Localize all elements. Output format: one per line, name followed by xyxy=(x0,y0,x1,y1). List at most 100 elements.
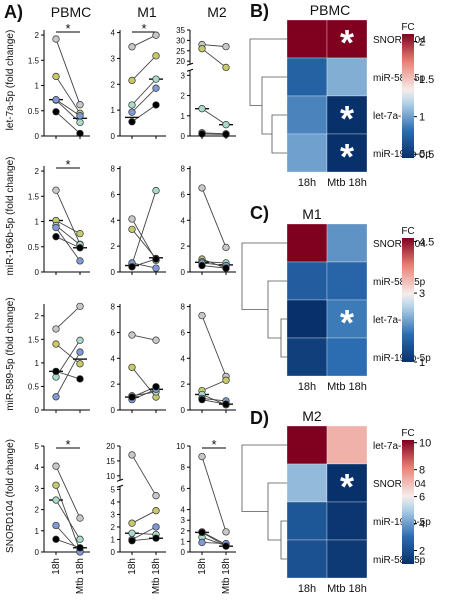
x-tick-label: Mtb 18h xyxy=(221,558,232,594)
dendrogram-branch xyxy=(261,76,287,135)
data-point xyxy=(152,523,160,531)
data-point xyxy=(52,367,60,376)
data-point xyxy=(198,130,206,138)
y-tick-label: 0 xyxy=(181,406,186,415)
heatmap-row-label: miR-589-5p xyxy=(373,555,426,566)
donor-line xyxy=(201,258,227,269)
data-point xyxy=(76,544,84,552)
data-point xyxy=(222,542,230,550)
y-tick-label: 10 xyxy=(176,442,185,451)
data-point xyxy=(198,452,206,461)
data-point xyxy=(222,400,230,408)
donor-line xyxy=(55,306,81,330)
data-point xyxy=(222,42,230,51)
heatmap-cell xyxy=(326,133,368,173)
data-point xyxy=(52,108,60,116)
scatter-panel-r2-c0: 0 0.5 1 1.5 2 xyxy=(28,302,90,415)
dendrogram xyxy=(241,242,287,358)
y-tick-label: 0 xyxy=(111,268,116,277)
heatmap-cell xyxy=(286,19,328,59)
data-point xyxy=(198,261,206,270)
significance-star: * xyxy=(340,302,354,343)
donor-line xyxy=(201,44,227,48)
axis-break-mark xyxy=(116,484,124,488)
y-tick-label: 1 xyxy=(181,537,186,546)
data-point xyxy=(128,43,136,51)
y-tick-label: 0 xyxy=(111,132,116,141)
data-point xyxy=(52,521,60,530)
data-point xyxy=(222,243,230,252)
data-point xyxy=(152,383,160,391)
data-point xyxy=(52,96,60,104)
data-point xyxy=(52,481,60,489)
data-point xyxy=(152,492,160,500)
y-tick-label: 2 xyxy=(111,380,116,389)
significance-star: * xyxy=(65,157,70,172)
y-tick-label: 0 xyxy=(35,268,40,277)
y-tick-label: 0 xyxy=(35,132,40,141)
donor-line xyxy=(131,526,157,540)
colorbar-tick-label: 1 xyxy=(419,112,425,124)
y-tick-label: 8 xyxy=(181,463,186,472)
data-point xyxy=(152,186,160,195)
heatmap-cell xyxy=(326,425,368,465)
dendrogram-branch xyxy=(271,114,287,154)
data-point xyxy=(152,507,160,515)
donor-line xyxy=(201,542,227,544)
heatmap-cell xyxy=(326,19,368,59)
data-point xyxy=(52,340,60,348)
data-point xyxy=(76,257,84,265)
column-title-m2: M2 xyxy=(207,4,227,20)
colorbar-tick-label: 6 xyxy=(419,492,425,504)
row-label-0: let-7a-5p (fold change) xyxy=(5,30,16,131)
data-point xyxy=(128,225,136,233)
column-title-m1: M1 xyxy=(137,4,157,20)
donor-line xyxy=(201,265,227,269)
y-tick-label: 35 xyxy=(176,26,185,35)
heatmap-column-label: 18h xyxy=(298,381,316,393)
y-tick-label: 0.5 xyxy=(28,243,40,252)
heatmap-column-label: 18h xyxy=(298,177,316,189)
y-tick-label: 2 xyxy=(181,527,186,536)
data-point xyxy=(76,302,84,311)
data-point xyxy=(128,263,136,271)
data-point xyxy=(76,375,84,383)
y-tick-label: 0 xyxy=(111,406,116,415)
colorbar-tick-label: 4 xyxy=(419,519,425,531)
significance-star: * xyxy=(340,136,354,177)
donor-line xyxy=(131,454,157,496)
y-tick-label: 1 xyxy=(35,527,40,536)
donor-line xyxy=(55,465,81,519)
y-tick-label: 6 xyxy=(111,328,116,337)
heatmap-title: M1 xyxy=(302,206,322,222)
y-tick-label: 0.5 xyxy=(28,382,40,391)
data-point xyxy=(52,535,60,543)
data-point xyxy=(52,186,60,194)
y-tick-label: 8 xyxy=(181,165,186,174)
row-label-1: miR-196b-5p (fold change) xyxy=(5,157,16,276)
data-point xyxy=(198,45,206,53)
colorbar-tick-label: 1.5 xyxy=(419,74,434,86)
colorbar-tick-label: 10 xyxy=(419,438,431,450)
data-point xyxy=(128,118,136,126)
heatmap-cell xyxy=(286,261,328,301)
y-tick-label: 6 xyxy=(181,484,186,493)
donor-line xyxy=(131,388,157,401)
y-tick-label: 2 xyxy=(111,80,116,89)
scatter-panel-r0-c1: 0 1 2 3 4 * xyxy=(111,21,166,141)
y-tick-label: 0 xyxy=(181,548,186,557)
heatmap-cell xyxy=(286,57,328,97)
donor-line xyxy=(201,399,227,405)
significance-star: * xyxy=(211,437,216,452)
donor-line xyxy=(201,456,227,532)
colorbar-tick-label: 0.5 xyxy=(419,149,434,161)
row-label-2: miR-589-5p (fold change) xyxy=(5,297,16,410)
data-point xyxy=(76,118,84,127)
data-point xyxy=(198,528,206,537)
heatmap-column-label: Mtb 18h xyxy=(327,381,367,393)
dendrogram-branch xyxy=(280,318,287,358)
scatter-panel-r1-c0: 0 0.5 1 1.5 2 * xyxy=(28,157,90,277)
